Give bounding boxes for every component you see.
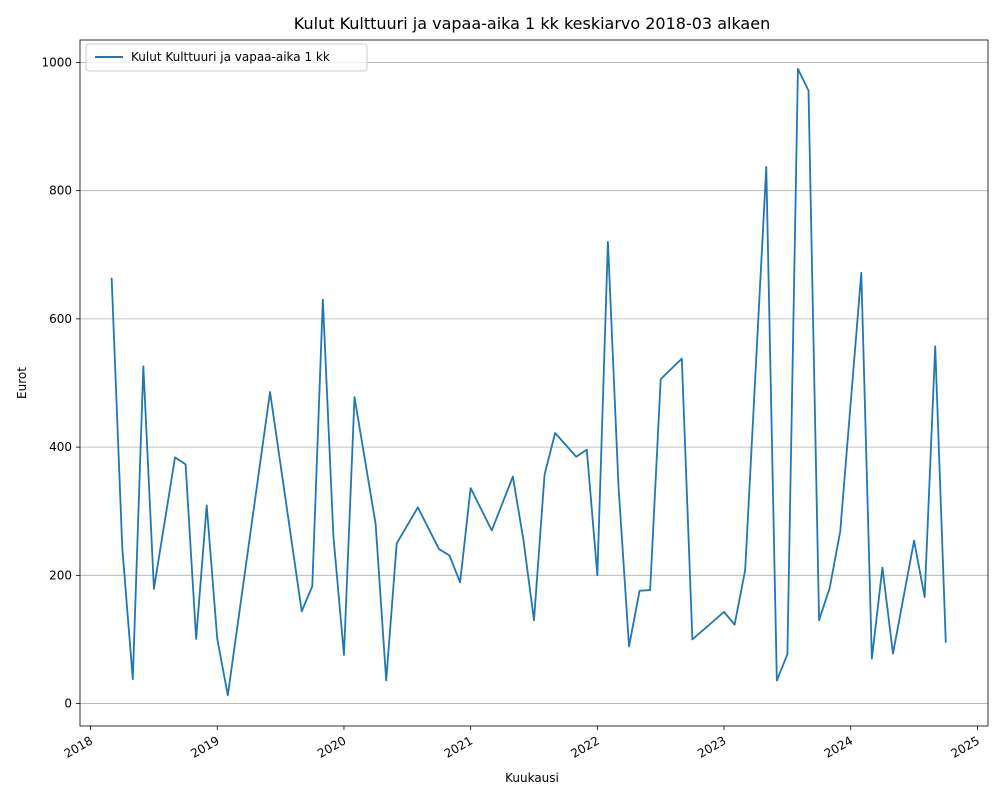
series-line [110,67,947,697]
x-tick-label: 2018 [62,733,95,760]
x-axis: 2018 2019 2020 2021 2022 2023 2024 2025 [62,726,982,761]
x-tick-label: 2023 [695,733,728,760]
x-tick-label: 2024 [822,733,855,760]
x-tick-label: 2022 [568,733,601,760]
x-tick-label: 2025 [948,733,981,760]
y-tick-label: 0 [64,697,72,711]
x-axis-label: Kuukausi [505,771,559,785]
y-tick-label: 800 [49,184,72,198]
y-tick-label: 600 [49,312,72,326]
x-tick-label: 2020 [315,733,348,760]
axes-frame [79,39,989,727]
x-tick-label: 2019 [188,733,221,760]
y-axis-label: Eurot [15,367,29,399]
chart-title: Kulut Kulttuuri ja vapaa-aika 1 kk keski… [294,14,770,33]
plot-area [79,39,989,727]
legend: Kulut Kulttuuri ja vapaa-aika 1 kk [85,43,368,72]
y-axis: 0 200 400 600 800 1000 [41,55,80,711]
y-tick-label: 200 [49,568,72,582]
y-tick-label: 400 [49,440,72,454]
x-tick-label: 2021 [442,733,475,760]
y-tick-label: 1000 [41,55,72,69]
legend-entry: Kulut Kulttuuri ja vapaa-aika 1 kk [131,50,330,64]
legend-box [85,43,368,72]
